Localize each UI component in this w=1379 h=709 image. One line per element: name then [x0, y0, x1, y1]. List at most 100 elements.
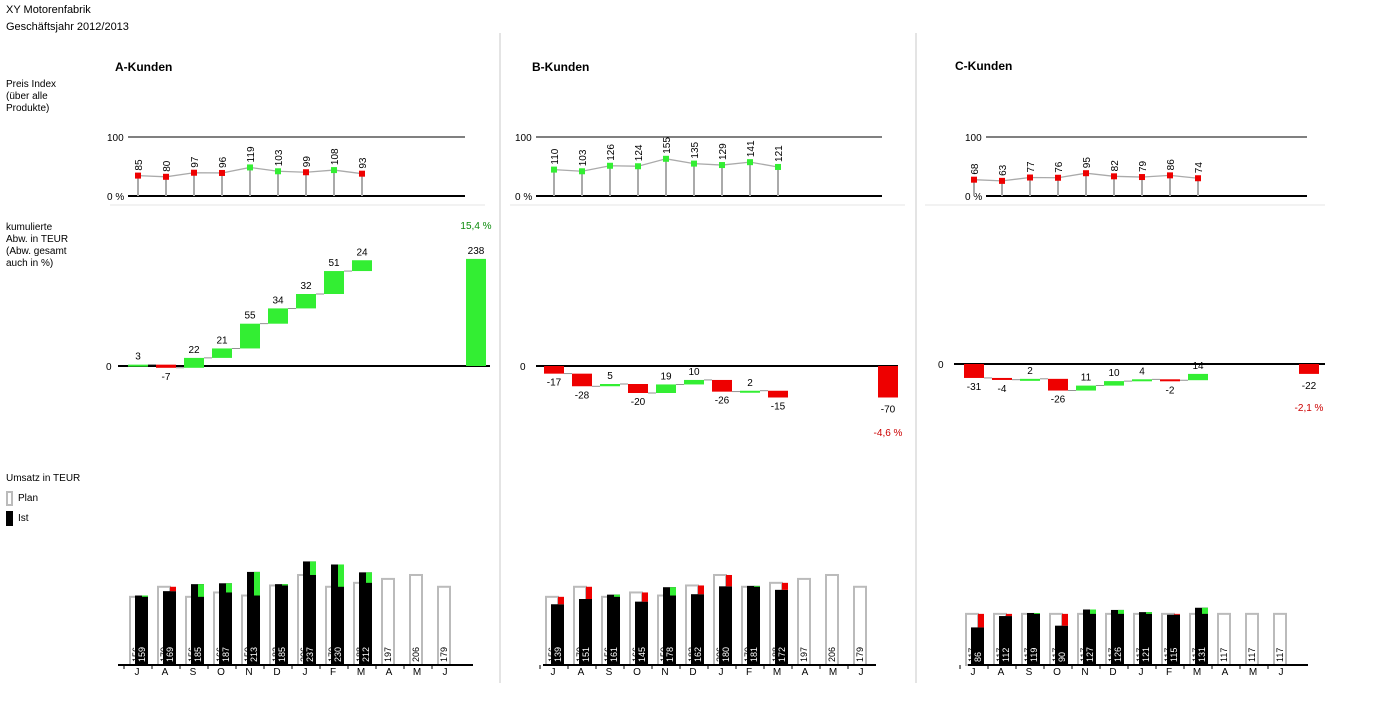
month-label: O	[217, 667, 225, 678]
price-value-label: 129	[718, 143, 729, 160]
sales-plan-label: 206	[827, 647, 837, 662]
month-label: N	[661, 667, 668, 678]
sales-variance-bar	[614, 594, 620, 597]
price-point	[275, 168, 281, 175]
sales-variance-bar	[726, 574, 732, 587]
price-value-label: 135	[690, 141, 701, 158]
sales-variance-bar	[754, 585, 760, 587]
sales-variance-bar	[282, 584, 288, 586]
sales-variance-bar	[366, 572, 372, 583]
sales-actual-label: 145	[637, 647, 647, 662]
sales-actual-label: 139	[553, 647, 563, 662]
price-value-label: 108	[330, 148, 341, 165]
price-value-label: 85	[134, 159, 145, 171]
deviation-total-pct: 15,4 %	[460, 221, 491, 232]
sales-variance-bar	[1006, 613, 1012, 617]
deviation-total-pct: -2,1 %	[1295, 403, 1324, 414]
price-tick-0: 0 %	[965, 192, 982, 203]
deviation-bar	[684, 379, 704, 385]
deviation-zero-label: 0	[938, 360, 944, 371]
panel-title: C-Kunden	[955, 59, 1012, 73]
price-point	[999, 177, 1005, 184]
deviation-total-label: 238	[468, 246, 485, 257]
sales-variance-bar	[170, 586, 176, 592]
sales-plan-label: 197	[383, 647, 393, 662]
price-tick-0: 0 %	[107, 192, 124, 203]
price-value-label: 63	[998, 164, 1009, 176]
deviation-total-bar	[466, 258, 486, 366]
sales-plan-label: 197	[799, 647, 809, 662]
price-value-label: 76	[1054, 161, 1065, 173]
sales-actual-bar	[775, 589, 788, 665]
deviation-bar	[1132, 379, 1152, 382]
deviation-total-bar	[878, 366, 898, 398]
month-label: A	[578, 667, 585, 678]
sales-plan-label: 206	[411, 647, 421, 662]
deviation-bar	[352, 260, 372, 272]
sales-actual-label: 185	[193, 647, 203, 662]
sales-variance-bar	[198, 584, 204, 597]
price-value-label: 82	[1110, 160, 1121, 172]
deviation-bar	[1104, 381, 1124, 386]
deviation-value-label: 22	[188, 345, 200, 356]
sales-actual-bar	[551, 604, 564, 665]
legend-actual-swatch	[6, 510, 13, 526]
price-tick-100: 100	[965, 133, 982, 144]
deviation-label-line: (Abw. gesamt	[6, 246, 67, 257]
panel-title: B-Kunden	[532, 60, 589, 74]
sales-actual-label: 213	[249, 647, 259, 662]
price-value-label: 126	[606, 144, 617, 161]
legend-actual: Ist	[6, 509, 38, 527]
price-value-label: 110	[550, 148, 561, 164]
price-point	[219, 169, 225, 176]
deviation-value-label: 10	[688, 367, 700, 378]
price-point	[775, 163, 781, 170]
sales-actual-bar	[1083, 609, 1096, 665]
month-label: J	[303, 667, 308, 678]
price-point	[971, 176, 977, 183]
sales-plan-label: 117	[1275, 648, 1285, 662]
price-point	[1167, 172, 1173, 179]
deviation-bar	[1160, 379, 1180, 382]
sales-variance-bar	[586, 586, 592, 600]
sales-actual-bar	[191, 584, 204, 665]
month-label: J	[1279, 667, 1284, 678]
price-point	[579, 168, 585, 175]
sales-actual-label: 230	[333, 647, 343, 662]
deviation-value-label: 19	[660, 371, 672, 382]
price-value-label: 96	[218, 156, 229, 168]
sales-actual-bar	[1167, 614, 1180, 665]
deviation-bar	[656, 384, 676, 393]
deviation-bar	[1076, 385, 1096, 391]
price-point	[747, 159, 753, 166]
deviation-bar	[1020, 378, 1040, 381]
sales-variance-bar	[142, 595, 148, 597]
deviation-bar	[992, 377, 1012, 380]
price-point	[331, 167, 337, 174]
sales-actual-bar	[1111, 609, 1124, 665]
price-tick-100: 100	[107, 133, 124, 144]
sales-actual-bar	[1139, 612, 1152, 665]
sales-actual-label: 131	[1197, 647, 1207, 662]
price-value-label: 95	[1082, 157, 1093, 169]
sales-actual-bar	[747, 585, 760, 665]
price-point	[607, 162, 613, 169]
sales-variance-bar	[338, 564, 344, 587]
month-label: O	[633, 667, 641, 678]
sales-variance-bar	[670, 587, 676, 596]
sales-actual-label: 185	[277, 647, 287, 662]
price-tick-0: 0 %	[515, 192, 532, 203]
deviation-label-line: kumulierte	[6, 222, 53, 233]
sales-actual-label: 86	[973, 652, 983, 662]
month-label: D	[689, 667, 696, 678]
deviation-label-line: auch in %)	[6, 258, 54, 269]
sales-actual-label: 181	[749, 647, 759, 662]
sales-actual-label: 121	[1141, 647, 1151, 662]
month-label: J	[971, 667, 976, 678]
price-label-line: Produkte)	[6, 103, 50, 114]
deviation-value-label: 32	[300, 281, 312, 292]
sales-variance-bar	[1146, 612, 1152, 614]
price-value-label: 155	[662, 137, 673, 154]
deviation-bar	[600, 384, 620, 387]
sales-actual-bar	[663, 587, 676, 665]
